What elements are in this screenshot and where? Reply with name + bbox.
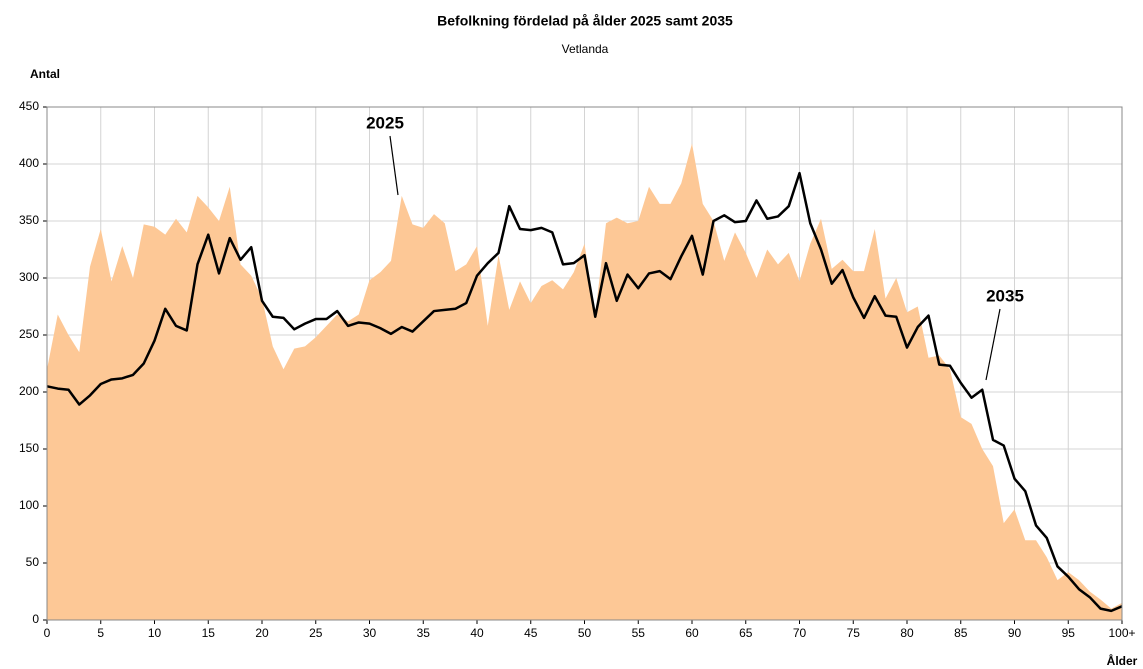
x-tick-label: 5 (97, 626, 104, 640)
x-tick-label: 80 (900, 626, 914, 640)
x-tick-label: 30 (363, 626, 377, 640)
y-tick-label: 400 (19, 156, 39, 170)
x-tick-label: 45 (524, 626, 538, 640)
annotation-pointer (985, 308, 1001, 381)
y-tick-label: 200 (19, 384, 39, 398)
y-tick-label: 50 (26, 555, 40, 569)
line (46, 171, 1123, 613)
annotation-2035: 2035 (986, 286, 1024, 305)
y-tick-label: 250 (19, 327, 39, 341)
x-tick-label: 65 (739, 626, 753, 640)
y-axis-label: Antal (30, 67, 60, 81)
x-tick-label: 15 (202, 626, 216, 640)
y-tick-label: 0 (32, 612, 39, 626)
x-tick-label: 90 (1008, 626, 1022, 640)
x-tick-label: 0 (44, 626, 51, 640)
x-tick-label: 55 (632, 626, 646, 640)
x-tick-label: 20 (255, 626, 269, 640)
x-tick-label: 25 (309, 626, 323, 640)
annotation-pointer (389, 135, 399, 196)
chart-title: Befolkning fördelad på ålder 2025 samt 2… (437, 13, 733, 29)
x-tick-label: 60 (685, 626, 699, 640)
x-tick-label: 10 (148, 626, 162, 640)
y-tick-label: 350 (19, 213, 39, 227)
chart-subtitle: Vetlanda (562, 42, 609, 56)
marks (46, 143, 1123, 621)
plot-frame (46, 106, 1123, 621)
x-tick-label: 100+ (1108, 626, 1135, 640)
x-tick-label: 70 (793, 626, 807, 640)
x-tick-label: 50 (578, 626, 592, 640)
x-axis-label: Ålder (1107, 653, 1138, 668)
y-tick-label: 450 (19, 99, 39, 113)
x-tick-label: 75 (847, 626, 861, 640)
x-tick-label: 95 (1062, 626, 1076, 640)
y-tick-label: 100 (19, 498, 39, 512)
area (47, 143, 1122, 621)
x-tick-label: 40 (470, 626, 484, 640)
y-tick-label: 300 (19, 270, 39, 284)
x-tick-label: 35 (417, 626, 431, 640)
x-tick-label: 85 (954, 626, 968, 640)
y-tick-label: 150 (19, 441, 39, 455)
annotation-2025: 2025 (366, 113, 404, 132)
